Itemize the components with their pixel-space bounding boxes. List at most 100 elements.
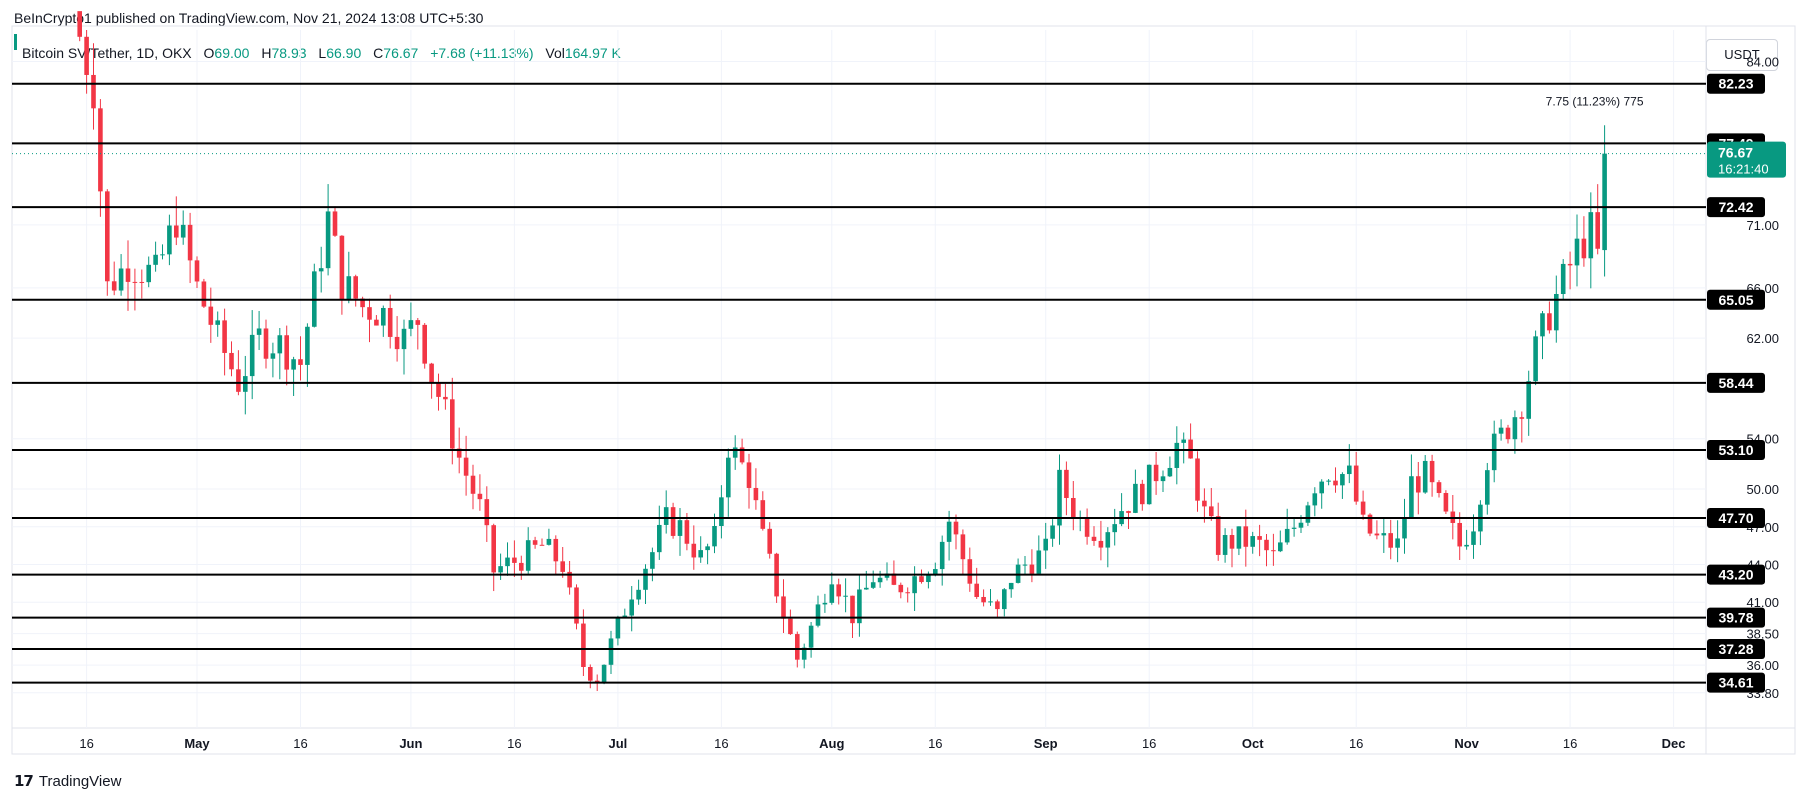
candle-body	[705, 546, 710, 551]
level-label-box	[1707, 197, 1765, 218]
candle	[1340, 472, 1345, 499]
price-chart[interactable]: 7.75 (11.23%) 775 84.0071.0066.0062.0054…	[0, 0, 1804, 760]
candle-body	[139, 281, 145, 283]
candle	[1505, 424, 1511, 444]
candle	[898, 582, 904, 599]
candle	[1540, 310, 1545, 360]
candle-body	[91, 74, 96, 109]
candle-body	[153, 254, 158, 265]
candle-body	[1340, 474, 1345, 486]
candle	[677, 507, 683, 556]
candle	[974, 567, 979, 599]
candle-body	[843, 595, 848, 597]
candle	[760, 491, 766, 531]
candle	[1588, 192, 1594, 289]
candle	[1360, 490, 1366, 520]
candle	[581, 609, 586, 677]
candle-body	[470, 475, 476, 494]
candle-body	[726, 457, 731, 498]
candle-body	[1464, 544, 1469, 547]
candle-body	[339, 235, 345, 300]
candle-body	[463, 457, 469, 476]
candle-body	[1436, 482, 1442, 493]
level-label-text: 82.23	[1718, 76, 1753, 92]
candle	[1050, 519, 1055, 547]
candle	[1284, 508, 1290, 545]
candle-body	[1264, 539, 1269, 551]
candle	[753, 468, 759, 510]
candle	[1029, 549, 1035, 583]
candle-body	[1174, 442, 1180, 468]
candle-body	[643, 568, 648, 590]
candle-body	[1071, 498, 1076, 518]
candle	[877, 570, 883, 588]
candle-body	[1181, 439, 1186, 443]
candle	[1271, 533, 1276, 566]
candle-body	[981, 596, 986, 603]
candle	[1243, 509, 1249, 567]
candle	[801, 643, 807, 669]
candle-body	[222, 320, 227, 353]
candle	[643, 564, 648, 605]
time-tick-label: 16	[1563, 736, 1577, 751]
candle	[325, 184, 331, 276]
candle	[1595, 184, 1600, 255]
candle-body	[753, 487, 759, 501]
currency-button[interactable]: USDT	[1706, 39, 1778, 71]
candle-body	[719, 497, 724, 526]
candle	[381, 305, 386, 337]
candle	[332, 206, 338, 237]
candle-body	[353, 276, 358, 299]
candle-body	[553, 538, 559, 562]
candle-body	[1188, 439, 1193, 459]
candle	[1229, 528, 1235, 568]
candle-body	[608, 638, 614, 665]
candle	[1547, 301, 1552, 334]
candle	[615, 615, 621, 646]
candle	[132, 268, 138, 311]
candle	[463, 435, 469, 496]
symbol-legend: Bitcoin SV/Tether, 1D, OKX O69.00 H78.93…	[22, 45, 621, 61]
candle-body	[1050, 525, 1055, 539]
candle-body	[1602, 153, 1607, 251]
candle-body	[1153, 464, 1159, 482]
candle	[1195, 451, 1200, 512]
candle-body	[243, 376, 248, 392]
candle	[1319, 479, 1324, 509]
close-value: 76.67	[383, 45, 419, 61]
candle-body	[408, 320, 414, 329]
candle-body	[670, 507, 676, 536]
candle-body	[1195, 458, 1200, 501]
candle	[574, 584, 579, 630]
candle	[1084, 508, 1090, 545]
candle-body	[629, 599, 634, 616]
level-label-box	[1707, 672, 1765, 693]
candle	[1491, 420, 1497, 483]
candle	[1436, 480, 1442, 498]
candle	[1416, 461, 1421, 515]
candle	[553, 535, 559, 575]
horizontal-levels: 7.75 (11.23%) 775	[12, 82, 1706, 684]
candle-body	[1312, 493, 1318, 506]
candle	[374, 315, 379, 326]
candle	[1326, 479, 1331, 486]
symbol-name[interactable]: Bitcoin SV/Tether, 1D, OKX	[22, 45, 192, 61]
candle-body	[1416, 476, 1421, 493]
price-tick-label: 62.00	[1746, 331, 1779, 346]
candle-body	[946, 521, 952, 542]
candle	[657, 505, 662, 560]
candle-body	[657, 524, 662, 553]
candle-body	[415, 320, 421, 325]
candle-body	[767, 528, 772, 554]
footer-brand[interactable]: TradingView	[38, 772, 122, 790]
candle	[1264, 533, 1269, 567]
level-label-box	[1707, 372, 1765, 393]
candle	[1202, 488, 1207, 523]
candle-body	[1560, 263, 1566, 295]
candle-body	[1588, 212, 1594, 259]
candle	[187, 212, 193, 284]
candle-body	[808, 625, 814, 648]
high-label: H	[261, 45, 272, 61]
candle-body	[305, 326, 310, 365]
candle-body	[236, 369, 241, 392]
